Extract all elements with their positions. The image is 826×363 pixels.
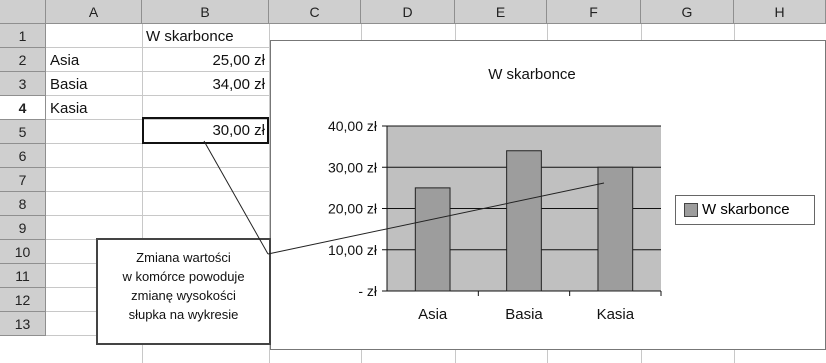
y-tick-label: 40,00 zł [328, 118, 378, 134]
chart-area[interactable]: W skarbonce - zł 10,00 zł 20,00 zł 30,00 zł 4… [270, 40, 826, 350]
y-tick-label: 20,00 zł [328, 201, 378, 217]
y-tick-label: 30,00 zł [328, 159, 378, 175]
cell-b3[interactable]: 34,00 zł [212, 76, 265, 93]
legend-label: W skarbonce [702, 201, 790, 218]
legend-swatch [684, 203, 698, 218]
row-header-2[interactable]: 2 [0, 48, 46, 72]
row-header-3[interactable]: 3 [0, 72, 46, 96]
gridline [142, 24, 143, 363]
callout-line: zmianę wysokości [131, 288, 236, 303]
row-header-10[interactable]: 10 [0, 240, 46, 264]
cell-b2[interactable]: 25,00 zł [212, 52, 265, 69]
column-header-f[interactable]: F [547, 0, 641, 24]
row-header-9[interactable]: 9 [0, 216, 46, 240]
row-header-12[interactable]: 12 [0, 288, 46, 312]
y-tick-label: - zł [358, 283, 378, 299]
cell-b4[interactable]: 30,00 zł [212, 122, 265, 139]
column-header-e[interactable]: E [455, 0, 547, 24]
x-tick-label: Basia [505, 306, 543, 323]
row-header-4[interactable]: 4 [0, 96, 46, 120]
row-header-8[interactable]: 8 [0, 192, 46, 216]
row-header-6[interactable]: 6 [0, 144, 46, 168]
row-header-13[interactable]: 13 [0, 312, 46, 336]
select-all-corner[interactable] [0, 0, 46, 24]
row-header-11[interactable]: 11 [0, 264, 46, 288]
column-header-a[interactable]: A [46, 0, 142, 24]
cell-a2[interactable]: Asia [50, 52, 80, 69]
callout-line: słupka na wykresie [128, 307, 239, 322]
column-header-c[interactable]: C [269, 0, 361, 24]
cell-a4[interactable]: Kasia [50, 100, 88, 117]
y-tick-label: 10,00 zł [328, 242, 378, 258]
row-header-1[interactable]: 1 [0, 24, 46, 48]
bar [506, 150, 542, 292]
cell-a3[interactable]: Basia [50, 76, 88, 93]
row-header-5[interactable]: 5 [0, 120, 46, 144]
row-header-7[interactable]: 7 [0, 168, 46, 192]
callout-line: w komórce powoduje [122, 269, 245, 284]
bar [414, 187, 451, 292]
callout-box: Zmiana wartości w komórce powoduje zmian… [96, 238, 271, 345]
column-header-b[interactable]: B [142, 0, 269, 24]
x-tick-label: Asia [418, 306, 448, 323]
chart-title: W skarbonce [488, 66, 576, 83]
callout-line: Zmiana wartości [136, 250, 231, 265]
bar [597, 166, 634, 292]
x-tick-label: Kasia [597, 306, 635, 323]
column-header-d[interactable]: D [361, 0, 455, 24]
cell-b1[interactable]: W skarbonce [146, 28, 234, 45]
chart-legend[interactable]: W skarbonce [675, 195, 815, 225]
selected-cell-border[interactable] [142, 117, 269, 144]
column-header-h[interactable]: H [734, 0, 826, 24]
column-header-g[interactable]: G [641, 0, 734, 24]
